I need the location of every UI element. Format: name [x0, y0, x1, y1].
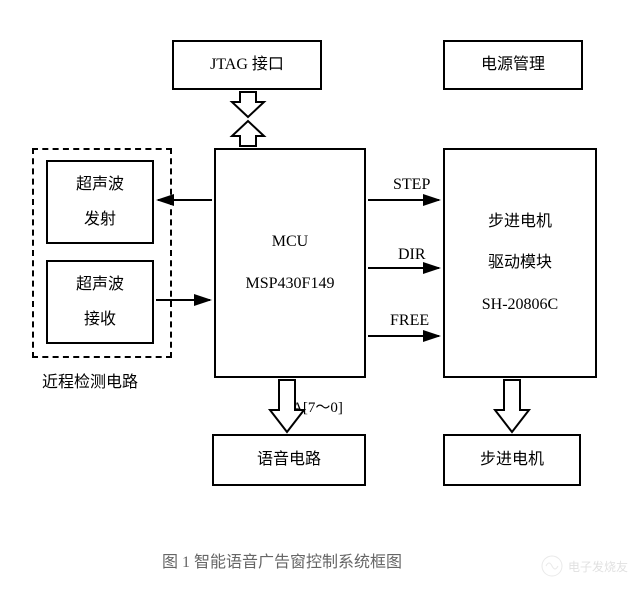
driver-to-stepper-arrow — [495, 380, 529, 432]
watermark: 电子发烧友 — [540, 554, 630, 578]
watermark-icon — [540, 554, 564, 578]
jtag-mcu-arrow — [232, 92, 264, 146]
connectors — [0, 0, 640, 608]
mcu-to-voice-arrow — [270, 380, 304, 432]
watermark-text: 电子发烧友 — [568, 558, 628, 575]
figure-caption: 图 1 智能语音广告窗控制系统框图 — [162, 548, 402, 572]
